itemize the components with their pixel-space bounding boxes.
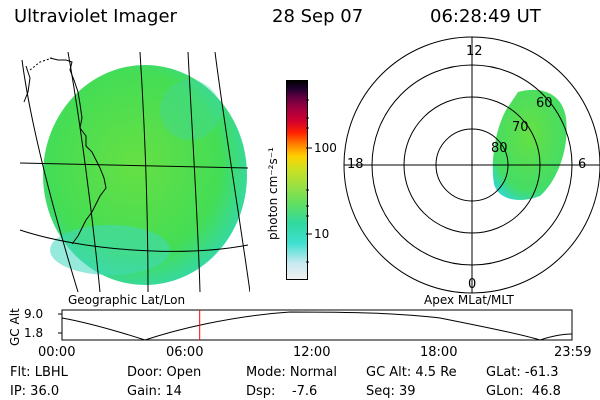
info-glon: GLon: 46.8 — [486, 384, 561, 399]
info-seq: Seq: 39 — [366, 384, 416, 399]
polar-caption: Apex MLat/MLT — [424, 293, 514, 307]
timeline-xtick-0600: 06:00 — [166, 345, 204, 360]
altitude-curve — [61, 311, 573, 341]
mlat-label-70: 70 — [512, 120, 529, 135]
geographic-caption: Geographic Lat/Lon — [68, 293, 186, 307]
lat-lon-grid — [19, 52, 250, 292]
mlt-label-0: 0 — [468, 277, 477, 292]
info-ip: IP: 36.0 — [10, 384, 60, 399]
timeline-xtick-0000: 00:00 — [38, 345, 76, 360]
mlt-label-18: 18 — [347, 157, 364, 172]
info-gain: Gain: 14 — [127, 384, 182, 399]
info-mode: Mode: Normal — [246, 365, 337, 380]
coastline — [49, 57, 107, 245]
time-label: 06:28:49 UT — [430, 6, 541, 27]
timeline-ytick-low: 1.8 — [24, 326, 44, 340]
colorbar-tick-100: 100 — [314, 141, 337, 155]
timeline-ytick-high: 9.0 — [24, 307, 44, 321]
mlat-label-60: 60 — [536, 96, 553, 111]
colorbar-tick-10: 10 — [314, 227, 330, 241]
mlt-label-6: 6 — [578, 157, 587, 172]
date-label: 28 Sep 07 — [272, 6, 364, 27]
color-scale-bar — [286, 80, 308, 280]
mlt-label-12: 12 — [466, 44, 483, 59]
info-door: Door: Open — [127, 365, 202, 380]
mlat-label-80: 80 — [491, 141, 508, 156]
timeline-xtick-1200: 12:00 — [293, 345, 331, 360]
instrument-title: Ultraviolet Imager — [14, 6, 177, 27]
info-glat: GLat: -61.3 — [486, 365, 559, 380]
timeline-xtick-2359: 23:59 — [554, 345, 592, 360]
info-gc-alt: GC Alt: 4.5 Re — [366, 365, 457, 380]
info-dsp: Dsp: -7.6 — [246, 384, 318, 399]
info-filter: Flt: LBHL — [10, 365, 68, 380]
polar-aurora-region — [492, 89, 567, 200]
timeline-xtick-1800: 18:00 — [420, 345, 458, 360]
polar-grid — [343, 36, 600, 294]
